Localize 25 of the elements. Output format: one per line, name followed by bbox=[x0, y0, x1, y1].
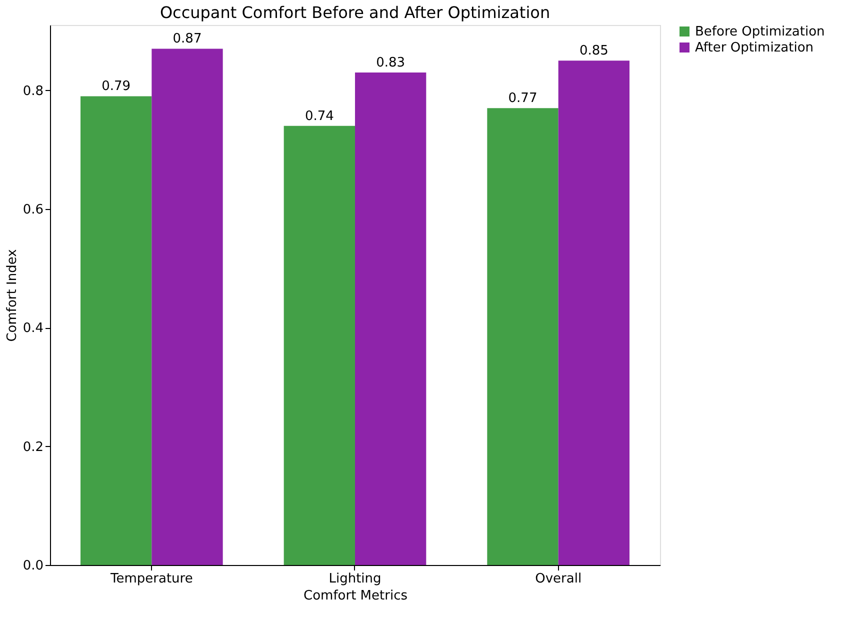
x-axis-title: Comfort Metrics bbox=[304, 588, 408, 604]
x-tick-label: Overall bbox=[535, 572, 582, 586]
y-tick-label: 0.4 bbox=[22, 321, 44, 336]
bar bbox=[80, 96, 152, 565]
y-tick-label: 0.2 bbox=[22, 440, 44, 455]
x-tick-label: Temperature bbox=[109, 572, 193, 586]
data-label: 0.79 bbox=[102, 79, 131, 94]
bar bbox=[284, 126, 355, 565]
legend-label: After Optimization bbox=[695, 40, 814, 56]
y-axis-title: Comfort Index bbox=[4, 248, 20, 342]
y-tick-label: 0.0 bbox=[22, 558, 44, 574]
data-label: 0.85 bbox=[579, 44, 608, 59]
chart-title: Occupant Comfort Before and After Optimization bbox=[160, 3, 550, 22]
y-tick-label: 0.8 bbox=[22, 84, 44, 99]
data-label: 0.74 bbox=[304, 108, 334, 124]
legend-label: Before Optimization bbox=[695, 24, 825, 40]
bar bbox=[558, 60, 630, 565]
bar bbox=[152, 48, 223, 565]
x-tick-label: Lighting bbox=[328, 572, 382, 586]
data-label: 0.87 bbox=[172, 32, 202, 47]
bar bbox=[355, 72, 426, 565]
data-label: 0.77 bbox=[508, 91, 538, 106]
data-label: 0.83 bbox=[376, 55, 406, 70]
bar bbox=[487, 108, 558, 565]
y-tick-label: 0.6 bbox=[22, 202, 44, 218]
